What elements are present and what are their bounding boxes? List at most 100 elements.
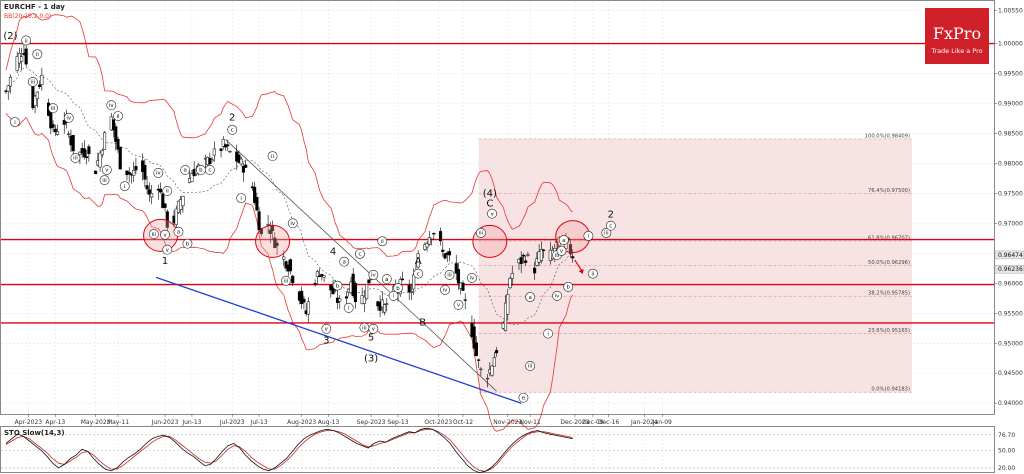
wave-label: C [486, 199, 493, 210]
candle-body [492, 357, 496, 367]
candle-body [302, 298, 306, 303]
candle-body [320, 273, 324, 277]
wave-label: iv [156, 171, 162, 177]
time-tick-label: Jun-13 [181, 419, 201, 426]
trendline-grey [225, 139, 497, 392]
wave-label-circle [267, 151, 278, 162]
fib-level-label: 23.6%(0.95165) [868, 328, 910, 334]
candle-body [20, 56, 24, 62]
wave-label-circle [21, 35, 32, 46]
candle-body [159, 188, 163, 193]
candle-body [456, 269, 461, 284]
wave-label: c [358, 252, 361, 258]
wave-label-circle [236, 193, 247, 204]
candle-body [353, 283, 357, 302]
candle-body [425, 243, 429, 248]
wave-label: (4) [483, 188, 497, 199]
candle-body [161, 193, 165, 209]
candle-body [441, 249, 445, 252]
price-badge-label: 0.96474 [998, 252, 1023, 259]
time-tick-label: Apr-13 [45, 419, 65, 426]
time-tick-label: Sep-13 [387, 419, 408, 426]
candle-body [111, 119, 116, 131]
wave-label-circle [162, 244, 173, 255]
wave-label-circle [281, 275, 291, 286]
sto-pane-frame [0, 426, 995, 473]
wave-label: iii [447, 273, 452, 279]
candle-body [490, 365, 494, 376]
wave-label-circle [368, 323, 379, 334]
upper-band [5, 12, 573, 257]
wave-label: iii [31, 80, 36, 86]
candle-body [503, 302, 508, 332]
wave-label: 2 [229, 112, 235, 123]
candle-body [454, 263, 458, 274]
wave-label: iii [604, 231, 609, 237]
wave-label: e [522, 396, 526, 402]
candle-body [15, 56, 19, 71]
indicator-label: BB(20,20,2,0,0) [4, 13, 51, 20]
price-tick-label: 1.00550 [998, 8, 1023, 15]
candle-body [519, 257, 523, 265]
candle-body [239, 158, 243, 165]
wave-label: v [560, 249, 564, 255]
candle-body [430, 238, 434, 241]
candle-body [300, 290, 304, 305]
wave-label: v [325, 327, 329, 333]
time-tick-label: Aug-13 [318, 419, 340, 426]
price-tick-label: 0.97000 [998, 220, 1023, 227]
time-tick-label: Jul-2023 [219, 419, 245, 426]
wave-label-circle [343, 302, 354, 313]
fib-level-label: 50.0%(0.96296) [868, 260, 910, 266]
wave-label-circle [393, 283, 403, 293]
wave-label: c [208, 168, 211, 174]
candle-body [439, 231, 443, 242]
wave-label: 4 [330, 247, 336, 258]
candle-body [237, 154, 241, 163]
wave-label-circle [552, 290, 562, 301]
chart-symbol-title: EURCHF - 1 day [4, 3, 65, 11]
candle-body [219, 148, 223, 151]
wave-label: i [124, 184, 126, 190]
price-tick-label: 0.94000 [998, 400, 1023, 407]
candle-body [409, 291, 413, 294]
wave-label-circle [444, 269, 455, 280]
wave-label: i [588, 234, 590, 240]
candle-body [508, 278, 512, 289]
candle-body [255, 197, 259, 211]
wave-label-circle [321, 323, 332, 334]
price-tick-label: 0.99000 [998, 101, 1023, 108]
wave-label: iii [102, 178, 107, 184]
candle-body [365, 284, 369, 300]
candle-body [533, 267, 537, 274]
wave-label-circle [355, 248, 365, 259]
wave-label-circle [10, 117, 20, 127]
fibonacci-zone: 100.0%(0.98409) 76.4%(0.97500) 61.8%(0.967… [478, 133, 912, 393]
wave-label-circle [153, 168, 164, 178]
time-tick-label: Dec-16 [598, 419, 620, 426]
candle-body [416, 253, 420, 268]
candle-body [271, 225, 275, 232]
price-tick-label: 1.00000 [998, 41, 1023, 48]
candle-body [210, 159, 214, 162]
wave-label-circle [558, 235, 569, 245]
wave-label: iv [443, 288, 449, 294]
time-tick-label: Sep-2023 [357, 419, 386, 426]
candle-body [87, 146, 91, 155]
time-tick-label: May-2023 [81, 419, 111, 426]
wave-label-circle [173, 226, 184, 237]
wave-label-circle [27, 76, 38, 87]
wave-label: i [14, 120, 16, 126]
support-resistance-levels [1, 42, 994, 324]
arrow-head [578, 269, 584, 275]
candle-body [571, 256, 575, 259]
wave-label-circle [543, 328, 553, 339]
fxpro-logo: FxPro Trade Like a Pro [925, 8, 989, 64]
price-axis: 1.00550 1.00000 0.99500 0.99000 0.98500 0.980… [994, 8, 1024, 407]
candle-body [8, 76, 13, 87]
candle-body [400, 278, 405, 280]
candle-body [212, 148, 216, 156]
wave-label: iii [284, 279, 289, 285]
candle-body [474, 342, 478, 356]
